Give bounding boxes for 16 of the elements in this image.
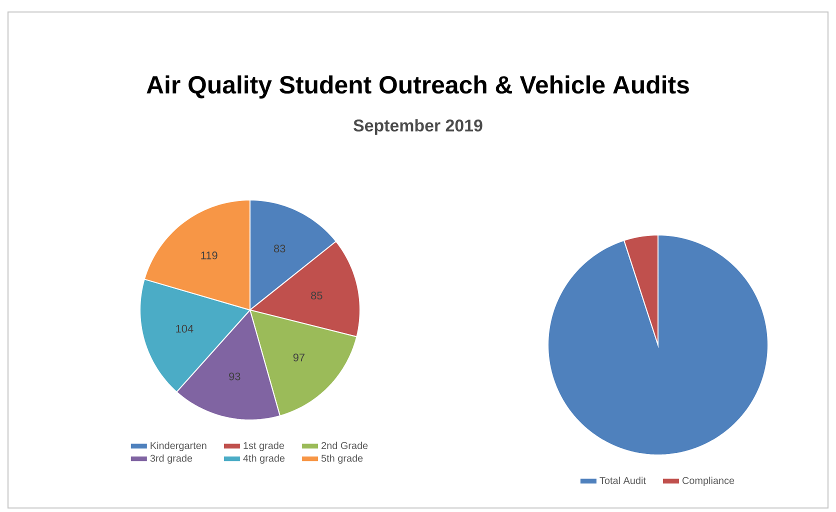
legend-label: 2nd Grade (322, 442, 368, 450)
chart-title: Air Quality Student Outreach & Vehicle Audits (146, 75, 689, 99)
legend-label: Kindergarten (150, 442, 206, 452)
data-label: 97 (293, 354, 304, 362)
legend-label: 5th grade (321, 454, 363, 464)
legend-label: Compliance (682, 476, 734, 486)
data-label: 83 (274, 244, 286, 252)
legend-label: 3rd grade (150, 454, 192, 464)
legend-label: Total Audit (600, 476, 646, 484)
data-label: 85 (311, 292, 322, 300)
data-label: 104 (176, 324, 194, 333)
legend-label: 4th grade (243, 454, 285, 464)
data-label: 119 (201, 252, 218, 260)
text: September 2019 (354, 119, 482, 135)
data-label: 93 (229, 372, 240, 380)
legend-label: 1st grade (244, 442, 284, 452)
